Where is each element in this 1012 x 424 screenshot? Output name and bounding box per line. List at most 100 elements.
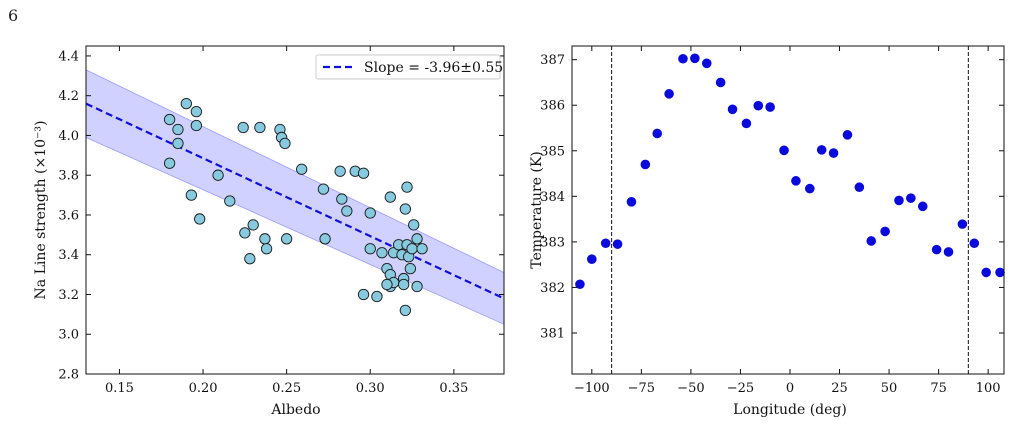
- data-point: [212, 169, 224, 181]
- y-tick-label: 384: [540, 190, 565, 205]
- data-point: [715, 77, 726, 88]
- data-point: [804, 183, 815, 194]
- data-point: [943, 247, 954, 257]
- data-point: [416, 243, 428, 255]
- data-point: [816, 145, 827, 155]
- data-point: [828, 148, 839, 158]
- data-point: [701, 58, 712, 69]
- data-point: [357, 167, 370, 179]
- y-tick-label: 387: [540, 53, 565, 68]
- right-x-axis-label: Longitude (deg): [733, 402, 847, 418]
- data-point: [652, 128, 663, 139]
- legend-box: [315, 54, 501, 80]
- right-y-axis-label: Temperature (K): [529, 151, 545, 269]
- data-point: [894, 195, 904, 206]
- data-point: [398, 278, 410, 291]
- data-point: [399, 304, 412, 317]
- data-point: [995, 267, 1005, 278]
- fit-line: [85, 102, 505, 300]
- data-point: [854, 182, 865, 193]
- x-tick-label: −75: [628, 381, 655, 396]
- data-point: [364, 243, 376, 255]
- right-axes-layer: −100 −75 −50 −25 0 25 50 75 100 381 382 383 384 385 38…: [540, 45, 1005, 396]
- legend: Slope = -3.96±0.55: [315, 54, 503, 80]
- plot-frame: [85, 45, 505, 375]
- x-tick-label: 0: [786, 381, 794, 396]
- x-tick-label: 0.20: [189, 381, 218, 396]
- x-tick-label: 25: [831, 381, 848, 396]
- data-point: [364, 207, 376, 219]
- data-point: [842, 130, 853, 140]
- data-point: [336, 193, 348, 205]
- x-tick-label: 50: [881, 381, 898, 396]
- data-point: [260, 243, 273, 255]
- data-point: [404, 262, 417, 275]
- data-point: [341, 205, 353, 217]
- data-point: [779, 145, 789, 156]
- data-point: [247, 219, 259, 231]
- data-point: [626, 197, 637, 207]
- data-point: [185, 189, 197, 201]
- data-point: [401, 181, 413, 193]
- albedo-vs-na-panel: 0.15 0.20 0.25 0.30 0.35 2.8 3.0 3.2 3.4 3.6 3.8 4.…: [33, 45, 505, 418]
- data-point: [690, 53, 700, 64]
- y-tick-label: 385: [540, 144, 565, 159]
- data-point: [917, 201, 928, 212]
- x-tick-label: 100: [976, 381, 1001, 396]
- y-tick-label: 382: [540, 281, 565, 296]
- x-tick-label: −50: [677, 381, 704, 396]
- data-point: [408, 219, 420, 231]
- x-tick-label: 0.30: [356, 381, 385, 396]
- data-point: [334, 165, 346, 177]
- y-tick-label: 3.6: [58, 208, 79, 223]
- data-point: [244, 253, 256, 265]
- data-point: [296, 163, 308, 175]
- x-tick-label: 0.25: [272, 381, 301, 396]
- y-tick-label: 4.4: [58, 49, 79, 64]
- data-point: [371, 290, 383, 303]
- data-point: [381, 278, 393, 291]
- x-tick-label: −100: [574, 381, 610, 396]
- left-axes-layer: 0.15 0.20 0.25 0.30 0.35 2.8 3.0 3.2 3.4 3.6 3.8 4.…: [58, 45, 505, 396]
- data-point: [163, 113, 176, 126]
- data-point: [376, 247, 388, 259]
- data-point: [906, 193, 916, 203]
- data-point: [411, 233, 423, 245]
- data-point: [880, 226, 890, 237]
- data-point: [280, 233, 293, 245]
- data-point: [411, 280, 423, 293]
- data-point: [259, 233, 271, 245]
- data-point: [180, 97, 192, 110]
- albedo-points-layer: [163, 97, 428, 317]
- data-point: [190, 119, 203, 132]
- y-tick-label: 386: [540, 99, 565, 114]
- fit-line-layer: [85, 102, 505, 300]
- y-tick-label: 3.8: [58, 169, 79, 184]
- vline-layer: [611, 46, 969, 374]
- data-point: [317, 183, 330, 195]
- y-tick-label: 3.2: [58, 288, 79, 303]
- data-point: [741, 118, 752, 129]
- x-tick-label: 0.35: [439, 381, 468, 396]
- data-point: [587, 254, 597, 264]
- data-point: [866, 236, 877, 246]
- temperature-points-layer: [575, 53, 1005, 290]
- data-point: [163, 157, 176, 169]
- left-x-axis-label: Albedo: [270, 402, 320, 418]
- y-tick-label: 3.0: [58, 328, 79, 343]
- data-point: [399, 203, 412, 215]
- legend-label: Slope = -3.96±0.55: [364, 60, 503, 76]
- y-tick-label: 2.8: [58, 368, 79, 383]
- data-point: [172, 137, 184, 150]
- page-number: 6: [8, 6, 19, 25]
- data-point: [319, 233, 331, 245]
- data-point: [600, 238, 611, 249]
- y-tick-label: 4.0: [58, 129, 79, 144]
- data-point: [190, 105, 203, 118]
- data-point: [575, 279, 585, 290]
- plot-frame: [571, 45, 1005, 375]
- data-point: [791, 176, 801, 186]
- longitude-vs-temperature-panel: −100 −75 −50 −25 0 25 50 75 100 381 382 383 384 385 38…: [529, 45, 1005, 418]
- data-point: [279, 137, 291, 150]
